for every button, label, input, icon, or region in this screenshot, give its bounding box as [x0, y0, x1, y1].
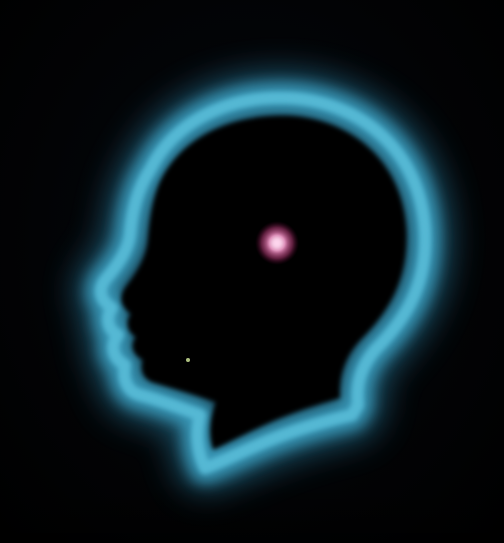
bottom-shade — [0, 483, 504, 543]
head-silhouette — [121, 115, 407, 451]
glow-spot-core — [271, 237, 283, 249]
small-fleck — [186, 358, 190, 362]
aura-inner-rim — [95, 91, 432, 474]
